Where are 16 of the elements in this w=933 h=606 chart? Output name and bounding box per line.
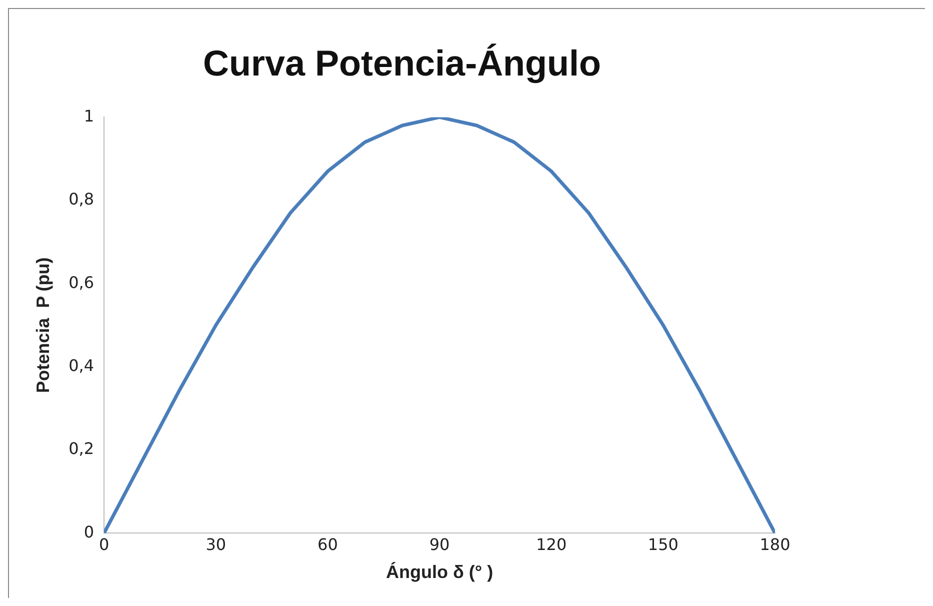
x-tick-label: 60 <box>318 534 338 554</box>
y-tick-label: 0 <box>84 522 94 542</box>
chart-title: Curva Potencia-Ángulo <box>202 42 602 84</box>
y-axis-title: Potencia P (pu) <box>32 257 53 394</box>
x-tick-label: 90 <box>429 534 450 554</box>
y-tick-label: 0,8 <box>68 190 94 209</box>
x-tick-label: 150 <box>648 534 678 554</box>
x-tick-label: 120 <box>536 534 567 554</box>
x-tick-label: 0 <box>98 534 110 554</box>
x-axis-title: Ángulo δ (° ) <box>386 562 494 582</box>
y-tick-label: 1 <box>84 106 94 126</box>
y-tick-label: 0,4 <box>68 356 94 375</box>
x-tick-label: 180 <box>760 534 790 554</box>
y-tick-label: 0,6 <box>68 272 94 292</box>
x-tick-label: 30 <box>206 534 226 554</box>
y-tick-label: 0,2 <box>68 439 94 458</box>
